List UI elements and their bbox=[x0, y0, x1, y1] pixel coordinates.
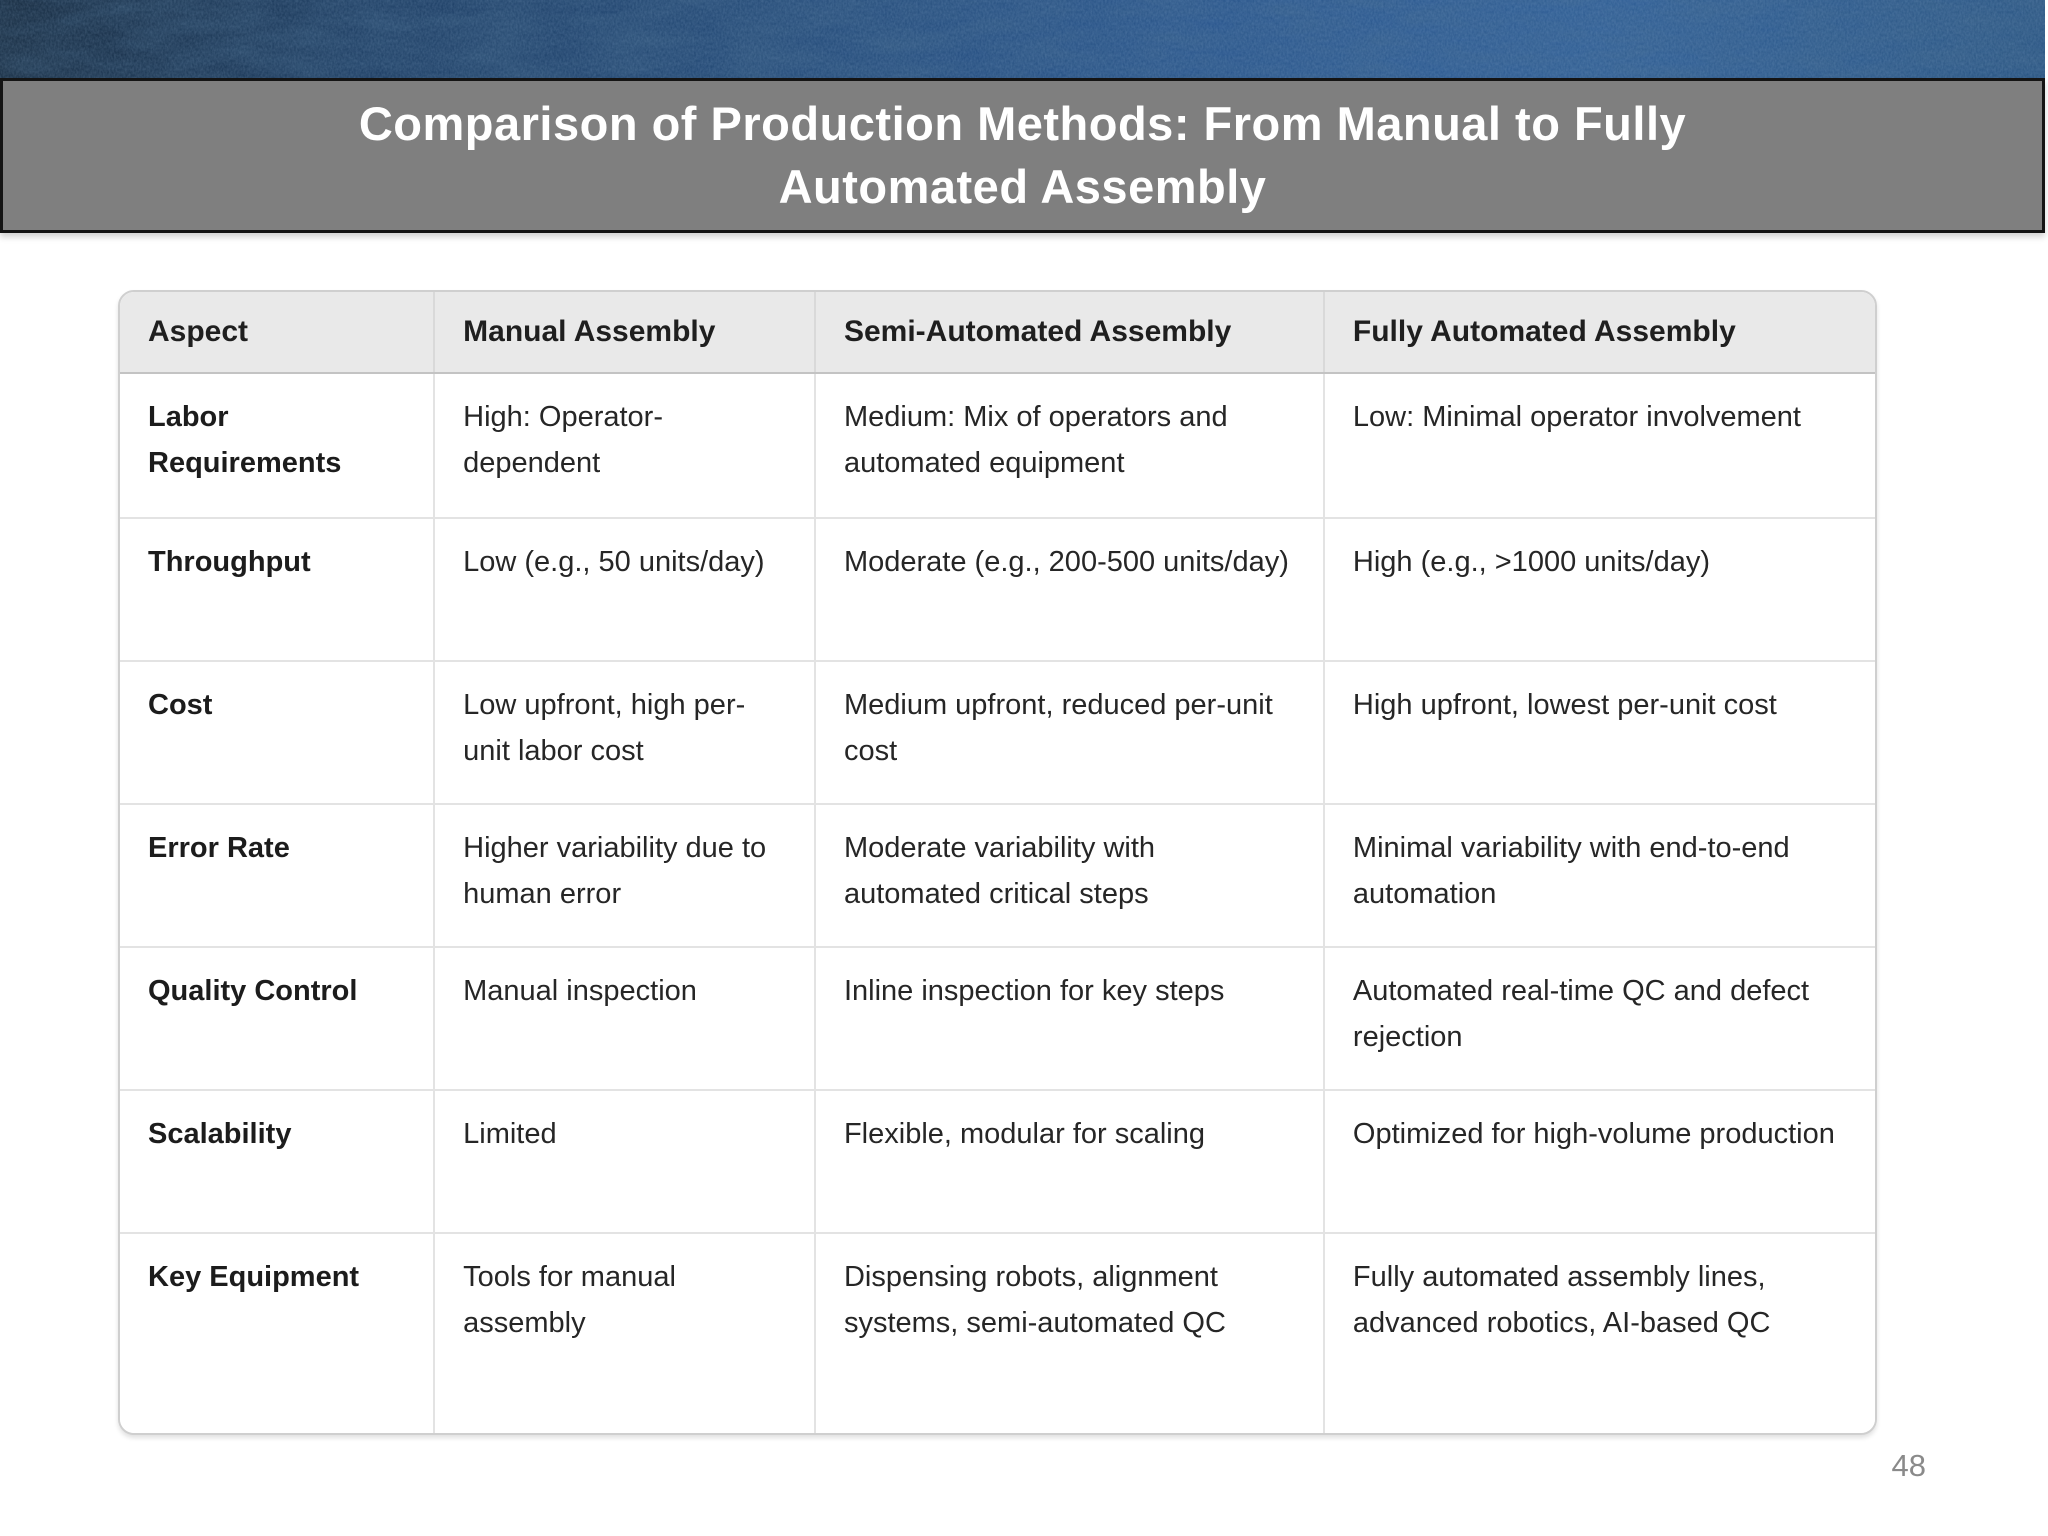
row-label: Error Rate bbox=[120, 803, 435, 947]
row-label: Cost bbox=[120, 660, 435, 804]
cell-semi: Moderate variability with automated crit… bbox=[813, 803, 1324, 947]
cell-manual: Low (e.g., 50 units/day) bbox=[433, 517, 815, 661]
table-row: Scalability Limited Flexible, modular fo… bbox=[120, 1089, 1875, 1233]
cell-fully: High (e.g., >1000 units/day) bbox=[1322, 517, 1875, 661]
cell-manual: Limited bbox=[433, 1089, 815, 1233]
table-row: Quality Control Manual inspection Inline… bbox=[120, 946, 1875, 1090]
cell-fully: Optimized for high-volume production bbox=[1322, 1089, 1875, 1233]
table-header-row: Aspect Manual Assembly Semi-Automated As… bbox=[120, 292, 1875, 374]
row-label: Quality Control bbox=[120, 946, 435, 1090]
cell-fully: High upfront, lowest per-unit cost bbox=[1322, 660, 1875, 804]
column-header-semi-automated: Semi-Automated Assembly bbox=[813, 292, 1324, 374]
cell-fully: Minimal variability with end-to-end auto… bbox=[1322, 803, 1875, 947]
slide-title: Comparison of Production Methods: From M… bbox=[358, 97, 1687, 213]
column-header-aspect: Aspect bbox=[120, 292, 435, 374]
banner-image bbox=[0, 0, 2045, 80]
column-header-manual: Manual Assembly bbox=[433, 292, 815, 374]
cell-semi: Flexible, modular for scaling bbox=[813, 1089, 1324, 1233]
cell-manual: Tools for manual assembly bbox=[433, 1232, 815, 1433]
comparison-table-container: Aspect Manual Assembly Semi-Automated As… bbox=[118, 290, 1877, 1435]
table-row: Error Rate Higher variability due to hum… bbox=[120, 803, 1875, 947]
cell-semi: Moderate (e.g., 200-500 units/day) bbox=[813, 517, 1324, 661]
table-row: Throughput Low (e.g., 50 units/day) Mode… bbox=[120, 517, 1875, 661]
comparison-table: Aspect Manual Assembly Semi-Automated As… bbox=[120, 292, 1875, 1433]
row-label: Key Equipment bbox=[120, 1232, 435, 1433]
cell-manual: High: Operator-dependent bbox=[433, 373, 815, 518]
cell-semi: Dispensing robots, alignment systems, se… bbox=[813, 1232, 1324, 1433]
column-header-fully-automated: Fully Automated Assembly bbox=[1322, 292, 1875, 374]
table-row: Cost Low upfront, high per-unit labor co… bbox=[120, 660, 1875, 804]
page-number: 48 bbox=[1891, 1448, 1926, 1483]
banner-texture bbox=[0, 0, 2045, 80]
row-label: Throughput bbox=[120, 517, 435, 661]
cell-manual: Higher variability due to human error bbox=[433, 803, 815, 947]
cell-fully: Low: Minimal operator involvement bbox=[1322, 373, 1875, 518]
cell-fully: Fully automated assembly lines, advanced… bbox=[1322, 1232, 1875, 1433]
cell-manual: Low upfront, high per-unit labor cost bbox=[433, 660, 815, 804]
cell-fully: Automated real-time QC and defect reject… bbox=[1322, 946, 1875, 1090]
table-row: Labor Requirements High: Operator-depend… bbox=[120, 373, 1875, 518]
row-label: Scalability bbox=[120, 1089, 435, 1233]
cell-semi: Medium upfront, reduced per-unit cost bbox=[813, 660, 1324, 804]
slide-title-bar: Comparison of Production Methods: From M… bbox=[0, 78, 2045, 233]
cell-semi: Medium: Mix of operators and automated e… bbox=[813, 373, 1324, 518]
table-row: Key Equipment Tools for manual assembly … bbox=[120, 1232, 1875, 1433]
cell-semi: Inline inspection for key steps bbox=[813, 946, 1324, 1090]
row-label: Labor Requirements bbox=[120, 373, 435, 518]
cell-manual: Manual inspection bbox=[433, 946, 815, 1090]
